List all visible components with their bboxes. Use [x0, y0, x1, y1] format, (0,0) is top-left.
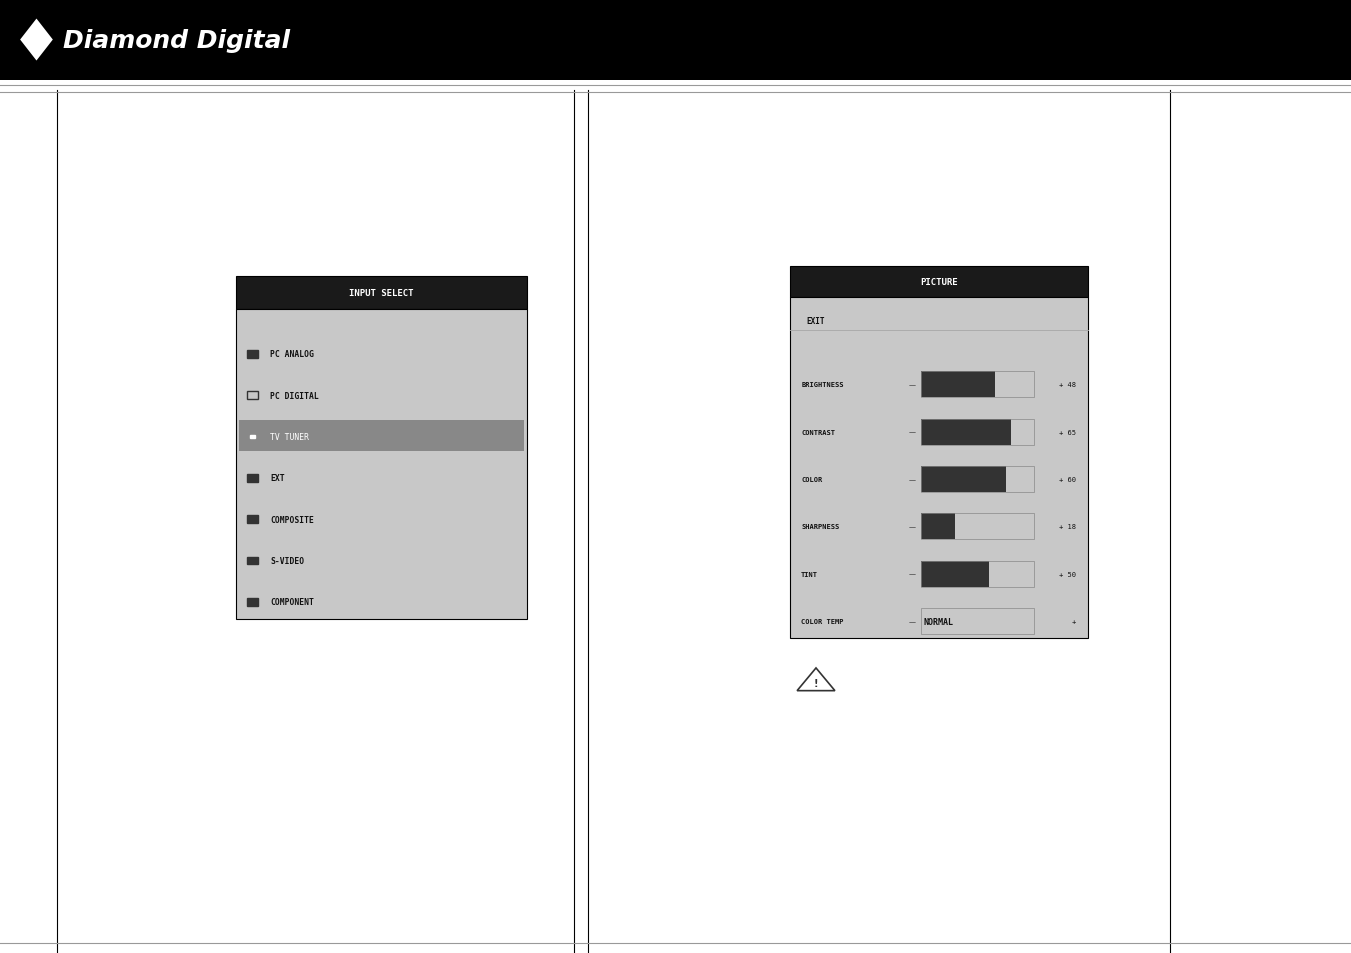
FancyBboxPatch shape	[921, 514, 955, 539]
Text: NORMAL: NORMAL	[924, 617, 954, 626]
FancyBboxPatch shape	[247, 516, 258, 523]
Text: PICTURE: PICTURE	[920, 277, 958, 287]
FancyBboxPatch shape	[250, 435, 255, 439]
Text: COMPOSITE: COMPOSITE	[270, 515, 313, 524]
Text: CONTRAST: CONTRAST	[801, 429, 835, 436]
FancyBboxPatch shape	[921, 466, 1005, 493]
Text: —: —	[909, 476, 916, 482]
FancyBboxPatch shape	[921, 419, 1012, 445]
FancyBboxPatch shape	[236, 276, 527, 310]
Text: BRIGHTNESS: BRIGHTNESS	[801, 382, 843, 388]
Text: COLOR TEMP: COLOR TEMP	[801, 618, 843, 624]
Text: PC DIGITAL: PC DIGITAL	[270, 391, 319, 400]
Text: —: —	[909, 618, 916, 624]
Polygon shape	[20, 20, 53, 62]
Text: +: +	[1071, 618, 1075, 624]
FancyBboxPatch shape	[247, 351, 258, 358]
Text: EXT: EXT	[270, 474, 285, 483]
FancyBboxPatch shape	[790, 267, 1088, 297]
FancyBboxPatch shape	[247, 598, 258, 606]
FancyBboxPatch shape	[0, 0, 1351, 81]
Text: COLOR: COLOR	[801, 476, 823, 482]
FancyBboxPatch shape	[247, 557, 258, 564]
FancyBboxPatch shape	[921, 561, 989, 587]
Text: + 65: + 65	[1059, 429, 1075, 436]
Text: —: —	[909, 429, 916, 436]
Text: —: —	[909, 571, 916, 578]
FancyBboxPatch shape	[247, 475, 258, 482]
Text: —: —	[909, 382, 916, 388]
Text: + 18: + 18	[1059, 524, 1075, 530]
Text: !: !	[813, 678, 819, 688]
FancyBboxPatch shape	[239, 420, 524, 452]
FancyBboxPatch shape	[921, 372, 994, 397]
Text: INPUT SELECT: INPUT SELECT	[350, 289, 413, 297]
Text: PC ANALOG: PC ANALOG	[270, 350, 313, 359]
Text: TINT: TINT	[801, 571, 819, 578]
Text: —: —	[909, 524, 916, 530]
Text: + 60: + 60	[1059, 476, 1075, 482]
Text: COMPONENT: COMPONENT	[270, 598, 313, 607]
Text: Diamond Digital: Diamond Digital	[63, 29, 290, 52]
Text: TV TUNER: TV TUNER	[270, 433, 309, 441]
Text: S-VIDEO: S-VIDEO	[270, 557, 304, 565]
FancyBboxPatch shape	[790, 297, 1088, 639]
Text: SHARPNESS: SHARPNESS	[801, 524, 839, 530]
FancyBboxPatch shape	[236, 310, 527, 619]
Text: + 50: + 50	[1059, 571, 1075, 578]
Text: EXIT: EXIT	[807, 316, 825, 326]
Text: + 48: + 48	[1059, 382, 1075, 388]
